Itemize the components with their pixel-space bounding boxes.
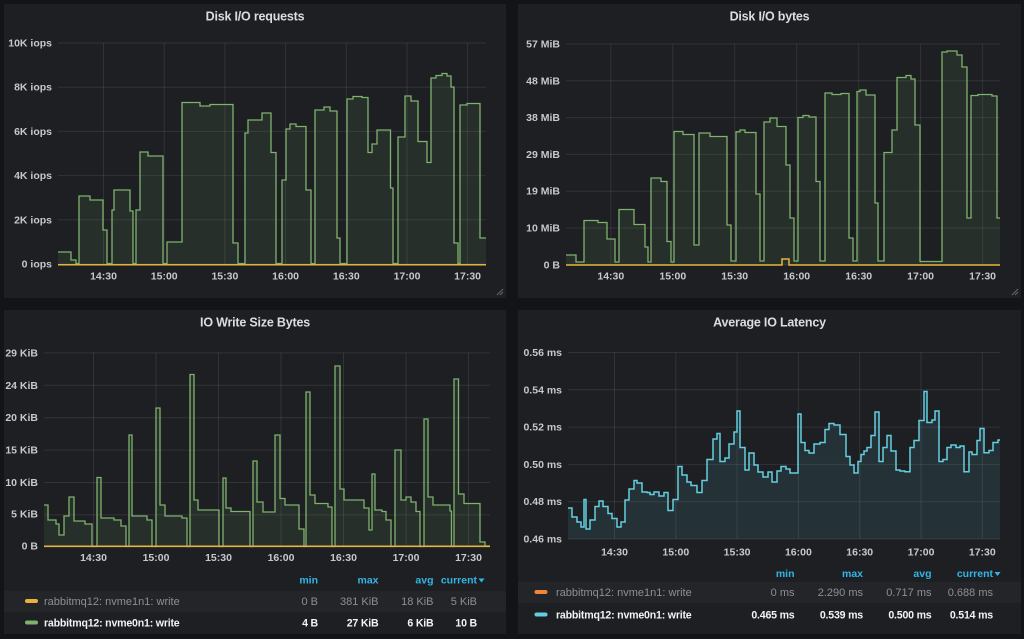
svg-text:0.500 ms: 0.500 ms xyxy=(888,610,931,622)
svg-text:0.52 ms: 0.52 ms xyxy=(523,422,562,434)
svg-text:29 MiB: 29 MiB xyxy=(526,149,560,161)
svg-text:17:00: 17:00 xyxy=(394,271,421,283)
svg-text:avg: avg xyxy=(913,568,931,580)
svg-text:14:30: 14:30 xyxy=(601,547,628,559)
svg-text:min: min xyxy=(776,568,795,580)
svg-text:17:30: 17:30 xyxy=(455,552,482,564)
svg-text:16:30: 16:30 xyxy=(846,547,873,559)
svg-text:14:30: 14:30 xyxy=(80,552,107,564)
svg-text:0.465 ms: 0.465 ms xyxy=(751,610,794,622)
svg-text:17:30: 17:30 xyxy=(969,271,996,283)
svg-text:4K iops: 4K iops xyxy=(14,170,52,182)
svg-text:6K iops: 6K iops xyxy=(14,126,52,138)
svg-text:27 KiB: 27 KiB xyxy=(347,618,379,630)
svg-text:0 B: 0 B xyxy=(544,259,561,271)
svg-text:16:30: 16:30 xyxy=(333,271,360,283)
svg-text:15:30: 15:30 xyxy=(724,547,751,559)
svg-text:0.688 ms: 0.688 ms xyxy=(948,587,994,599)
svg-text:0.48 ms: 0.48 ms xyxy=(523,496,562,508)
svg-text:15:00: 15:00 xyxy=(662,547,689,559)
svg-text:rabbitmq12: nvme0n1: write: rabbitmq12: nvme0n1: write xyxy=(556,610,692,622)
svg-text:Disk I/O bytes: Disk I/O bytes xyxy=(730,10,810,24)
svg-text:29 KiB: 29 KiB xyxy=(5,347,38,359)
svg-text:19 MiB: 19 MiB xyxy=(526,186,560,198)
svg-text:16:00: 16:00 xyxy=(783,271,810,283)
svg-text:max: max xyxy=(357,575,378,587)
svg-text:24 KiB: 24 KiB xyxy=(5,380,38,392)
svg-text:rabbitmq12: nvme1n1: write: rabbitmq12: nvme1n1: write xyxy=(556,587,692,599)
svg-text:0.46 ms: 0.46 ms xyxy=(523,534,562,546)
svg-text:48 MiB: 48 MiB xyxy=(526,75,560,87)
svg-text:10K iops: 10K iops xyxy=(8,38,52,50)
svg-text:8K iops: 8K iops xyxy=(14,82,52,94)
svg-text:IO Write Size Bytes: IO Write Size Bytes xyxy=(200,316,310,330)
svg-text:0.717 ms: 0.717 ms xyxy=(886,587,932,599)
svg-text:14:30: 14:30 xyxy=(597,271,624,283)
svg-text:15:00: 15:00 xyxy=(151,271,178,283)
svg-text:15:00: 15:00 xyxy=(143,552,170,564)
svg-text:15:30: 15:30 xyxy=(721,271,748,283)
svg-text:5 KiB: 5 KiB xyxy=(451,596,477,608)
svg-text:0 B: 0 B xyxy=(301,596,318,608)
svg-text:17:30: 17:30 xyxy=(454,271,481,283)
svg-text:0.514 ms: 0.514 ms xyxy=(950,610,993,622)
svg-text:10 MiB: 10 MiB xyxy=(526,223,560,235)
svg-text:6 KiB: 6 KiB xyxy=(407,618,434,630)
svg-text:16:30: 16:30 xyxy=(845,271,872,283)
svg-text:0 iops: 0 iops xyxy=(22,259,53,271)
svg-text:17:30: 17:30 xyxy=(969,547,996,559)
svg-text:rabbitmq12: nvme0n1: write: rabbitmq12: nvme0n1: write xyxy=(44,618,180,630)
svg-text:20 KiB: 20 KiB xyxy=(5,412,38,424)
svg-text:5 KiB: 5 KiB xyxy=(11,508,38,520)
svg-text:current: current xyxy=(441,575,478,587)
svg-text:16:00: 16:00 xyxy=(272,271,299,283)
svg-text:10 B: 10 B xyxy=(455,618,477,630)
svg-text:2K iops: 2K iops xyxy=(14,214,52,226)
svg-text:4 B: 4 B xyxy=(302,618,318,630)
svg-text:15:30: 15:30 xyxy=(211,271,238,283)
svg-text:10 KiB: 10 KiB xyxy=(5,477,38,489)
svg-text:15:00: 15:00 xyxy=(659,271,686,283)
svg-text:max: max xyxy=(842,568,863,580)
svg-text:min: min xyxy=(299,575,318,587)
svg-text:18 KiB: 18 KiB xyxy=(401,596,433,608)
svg-text:0.539 ms: 0.539 ms xyxy=(820,610,863,622)
svg-text:Disk I/O requests: Disk I/O requests xyxy=(206,10,305,24)
svg-text:Average IO Latency: Average IO Latency xyxy=(713,316,826,330)
svg-text:17:00: 17:00 xyxy=(908,547,935,559)
svg-text:57 MiB: 57 MiB xyxy=(526,39,560,51)
svg-text:381 KiB: 381 KiB xyxy=(340,596,379,608)
svg-text:17:00: 17:00 xyxy=(393,552,420,564)
svg-text:16:00: 16:00 xyxy=(785,547,812,559)
svg-text:rabbitmq12: nvme1n1: write: rabbitmq12: nvme1n1: write xyxy=(44,596,180,608)
svg-text:16:00: 16:00 xyxy=(268,552,295,564)
svg-text:15:30: 15:30 xyxy=(205,552,232,564)
svg-text:0 B: 0 B xyxy=(22,540,39,552)
svg-text:2.290 ms: 2.290 ms xyxy=(818,587,864,599)
svg-text:avg: avg xyxy=(415,575,433,587)
svg-text:current: current xyxy=(957,568,994,580)
svg-text:38 MiB: 38 MiB xyxy=(526,112,560,124)
svg-text:15 KiB: 15 KiB xyxy=(5,445,38,457)
svg-text:17:00: 17:00 xyxy=(907,271,934,283)
svg-text:14:30: 14:30 xyxy=(90,271,117,283)
svg-text:0 ms: 0 ms xyxy=(771,587,795,599)
svg-text:0.54 ms: 0.54 ms xyxy=(523,384,562,396)
svg-text:0.50 ms: 0.50 ms xyxy=(523,459,562,471)
svg-text:0.56 ms: 0.56 ms xyxy=(523,347,562,359)
svg-text:16:30: 16:30 xyxy=(330,552,357,564)
